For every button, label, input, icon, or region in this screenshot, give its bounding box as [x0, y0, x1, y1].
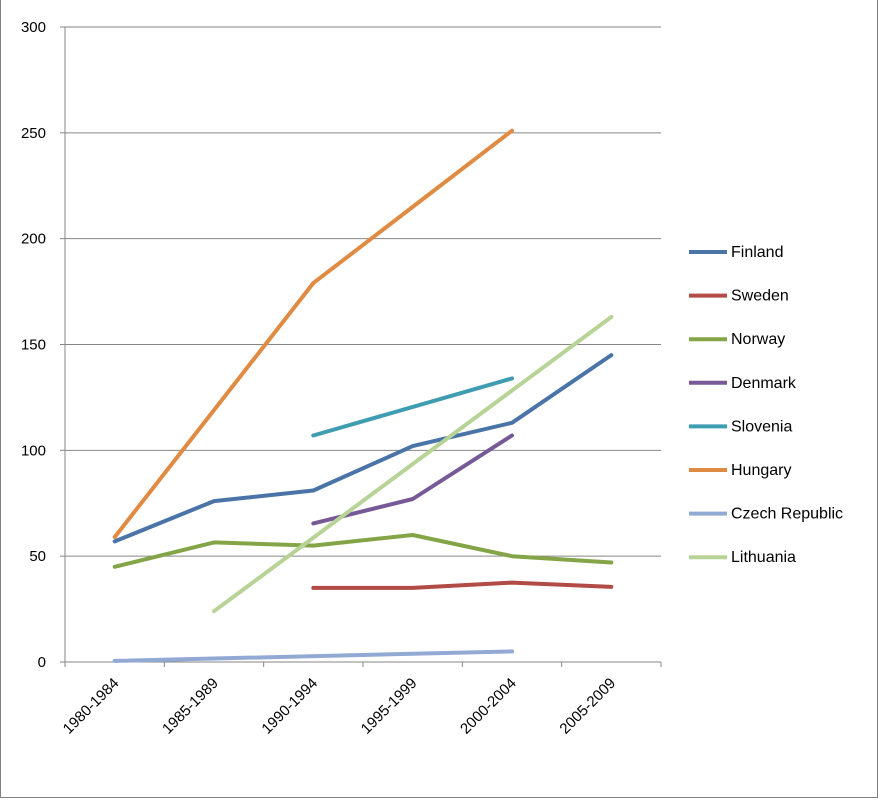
series-line-hungary: [112, 128, 514, 540]
y-tick-label: 50: [29, 548, 46, 565]
y-axis-ticks: 0 50 100 150 200 250 300: [21, 19, 65, 671]
legend-label-lithuania: Lithuania: [731, 549, 796, 566]
series-line-norway: [112, 533, 614, 569]
legend-label-czech-republic: Czech Republic: [731, 506, 843, 523]
y-tick-label: 200: [21, 231, 46, 248]
series-line-lithuania: [212, 315, 614, 614]
series-line-czech-republic: [112, 649, 514, 663]
x-tick-label: 2000-2004: [457, 675, 520, 738]
legend-label-finland: Finland: [731, 244, 783, 261]
series-line-finland: [112, 353, 614, 544]
x-axis-ticks: 1980-1984 1985-1989 1990-1994 1995-1999 2000…: [60, 662, 662, 738]
x-tick-label: 1995-1999: [358, 675, 421, 738]
y-tick-label: 300: [21, 19, 46, 36]
y-tick-label: 150: [21, 337, 46, 354]
series-line-sweden: [311, 580, 614, 590]
series-lines: [112, 128, 614, 663]
x-tick-label: 1990-1994: [258, 675, 321, 738]
legend-label-norway: Norway: [731, 331, 785, 348]
x-tick-label: 1980-1984: [60, 675, 123, 738]
y-tick-label: 0: [38, 654, 46, 671]
series-line-slovenia: [311, 376, 514, 438]
series-line-denmark: [311, 433, 514, 526]
x-tick-label: 2005-2009: [556, 675, 619, 738]
x-tick-label: 1985-1989: [159, 675, 222, 738]
gridlines: [65, 26, 661, 557]
legend-label-sweden: Sweden: [731, 288, 789, 305]
y-tick-label: 100: [21, 442, 46, 459]
legend-label-slovenia: Slovenia: [731, 418, 792, 435]
y-tick-label: 250: [21, 125, 46, 142]
legend: Finland Sweden Norway Denmark Slovenia Hungar…: [689, 244, 843, 566]
legend-label-denmark: Denmark: [731, 375, 797, 392]
legend-label-hungary: Hungary: [731, 462, 791, 479]
